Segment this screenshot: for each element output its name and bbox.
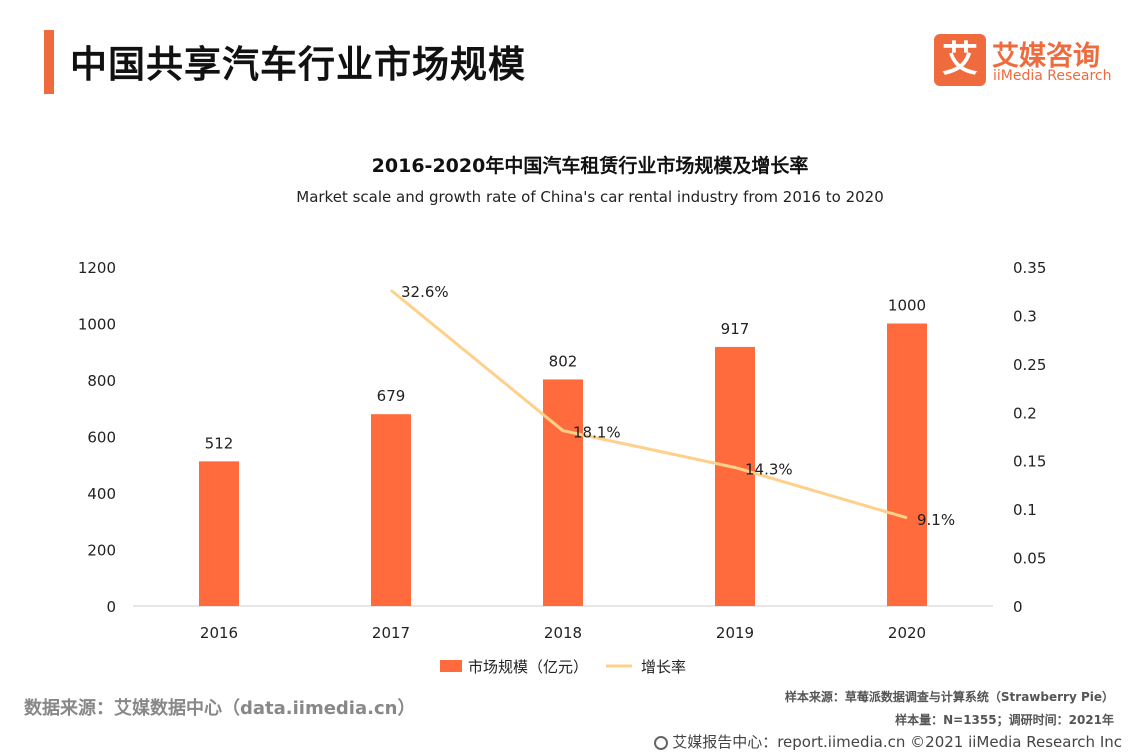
y-right-tick-label: 0.05	[1013, 550, 1046, 568]
x-tick-label: 2017	[372, 624, 410, 642]
y-right-tick-label: 0.15	[1013, 453, 1046, 471]
line-data-label: 32.6%	[401, 283, 449, 301]
y-left-tick-label: 600	[87, 429, 116, 447]
line-growth-rate	[390, 289, 908, 520]
bar-market-scale	[199, 461, 239, 606]
globe-icon	[654, 736, 669, 750]
legend-swatch-bar	[440, 660, 462, 672]
data-source: 数据来源：艾媒数据中心（data.iimedia.cn）	[24, 698, 416, 719]
y-left-tick-label: 400	[87, 485, 116, 503]
y-left-tick-label: 800	[87, 372, 116, 390]
bar-market-scale	[887, 323, 927, 606]
legend-label-bar: 市场规模（亿元）	[468, 658, 588, 676]
bar-data-label: 512	[205, 434, 234, 452]
logo-chinese-name: 艾媒咨询	[992, 41, 1100, 72]
page-title: 中国共享汽车行业市场规模	[70, 43, 526, 86]
y-left-tick-label: 1200	[78, 259, 116, 277]
chart-subtitle: Market scale and growth rate of China's …	[296, 188, 884, 206]
bar-market-scale	[371, 414, 411, 606]
legend-label-line: 增长率	[641, 658, 686, 676]
brand-logo: 艾 艾媒咨询 iiMedia Research	[934, 34, 1114, 88]
y-right-tick-label: 0.25	[1013, 356, 1046, 374]
bar-data-label: 679	[377, 387, 406, 405]
title-accent-bar	[44, 30, 54, 94]
bar-market-scale	[543, 379, 583, 606]
sample-size: 样本量：N=1355；调研时间：2021年	[895, 713, 1114, 727]
x-tick-label: 2018	[544, 624, 582, 642]
x-tick-label: 2016	[200, 624, 238, 642]
line-data-label: 9.1%	[917, 511, 955, 529]
y-right-tick-label: 0.35	[1013, 259, 1046, 277]
y-right-tick-label: 0.2	[1013, 404, 1037, 422]
report-center-footer: 艾媒报告中心：report.iimedia.cn ©2021 iiMedia R…	[654, 731, 1122, 752]
y-right-tick-label: 0.3	[1013, 307, 1037, 325]
bar-data-label: 1000	[888, 297, 926, 315]
sample-source: 样本来源：草莓派数据调查与计算系统（Strawberry Pie）	[784, 690, 1114, 704]
y-right-tick-label: 0.1	[1013, 501, 1037, 519]
x-tick-label: 2020	[888, 624, 926, 642]
line-data-label: 14.3%	[745, 460, 793, 478]
chart-title: 2016-2020年中国汽车租赁行业市场规模及增长率	[371, 155, 809, 177]
y-left-tick-label: 1000	[78, 316, 116, 334]
line-data-label: 18.1%	[573, 424, 621, 442]
report-center-text: 艾媒报告中心：report.iimedia.cn ©2021 iiMedia R…	[672, 733, 1122, 751]
bar-data-label: 802	[549, 352, 578, 370]
y-left-tick-label: 0	[106, 598, 116, 616]
bar-data-label: 917	[721, 320, 750, 338]
y-left-tick-label: 200	[87, 542, 116, 560]
logo-english-name: iiMedia Research	[993, 68, 1112, 84]
x-tick-label: 2019	[716, 624, 754, 642]
bar-market-scale	[715, 346, 755, 606]
logo-mark-icon: 艾	[934, 34, 986, 86]
y-right-tick-label: 0	[1013, 598, 1023, 616]
